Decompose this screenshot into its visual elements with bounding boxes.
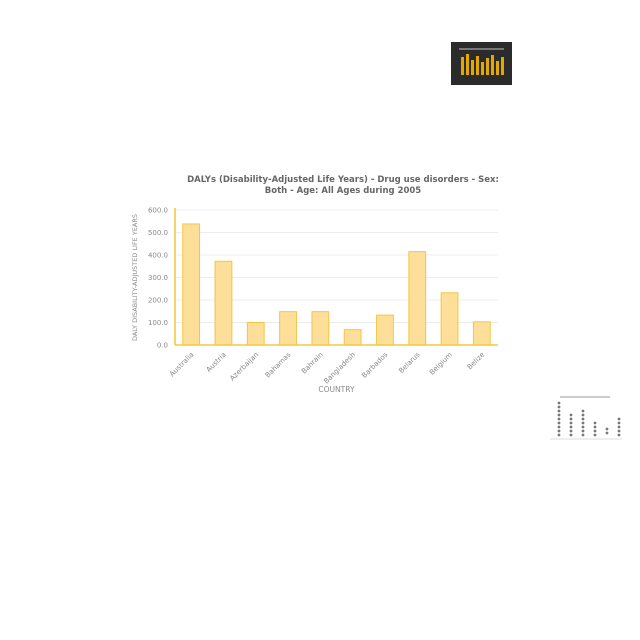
dark-bar-chart-thumbnail[interactable] xyxy=(451,42,512,85)
bar xyxy=(279,311,297,346)
dot-chart-thumbnail[interactable] xyxy=(540,393,627,448)
bar xyxy=(472,321,491,346)
chart-title: DALYs (Disability-Adjusted Life Years) -… xyxy=(187,175,499,197)
x-tick-label: Bahrain xyxy=(300,351,325,376)
x-tick-label: Belize xyxy=(466,351,486,371)
x-tick-label: Belarus xyxy=(397,351,422,376)
bar xyxy=(246,322,265,346)
bar xyxy=(376,314,394,346)
x-tick-label: Belgium xyxy=(428,351,454,377)
light-thumbnail-graphic xyxy=(550,396,622,440)
bar-chart-plot: 0.0 100.0 200.0 300.0 400.0 500.0 600.0 Austral… xyxy=(131,207,498,394)
x-tick-label: Australia xyxy=(168,351,196,379)
y-tick-label: 400.0 xyxy=(148,252,168,260)
x-tick-label: Austria xyxy=(205,351,228,374)
y-tick-label: 200.0 xyxy=(148,297,168,305)
y-tick-label: 100.0 xyxy=(148,319,168,327)
y-axis-title: DALY DISABILITY-ADJUSTED LIFE YEARS xyxy=(131,214,139,341)
x-tick-label: Bahamas xyxy=(264,351,293,380)
bar xyxy=(214,260,233,346)
x-tick-label: Azerbaijan xyxy=(228,351,260,383)
y-tick-label: 500.0 xyxy=(148,229,168,237)
x-tick-label: Bangladesh xyxy=(322,351,357,386)
x-axis-title: COUNTRY xyxy=(318,385,355,394)
y-tick-label: 600.0 xyxy=(148,207,168,215)
bar-chart: 0.0 100.0 200.0 300.0 400.0 500.0 600.0 Austral… xyxy=(118,165,518,405)
y-tick-label: 300.0 xyxy=(148,274,168,282)
bar xyxy=(182,223,201,346)
bar xyxy=(408,251,427,346)
bar xyxy=(343,329,362,346)
dark-thumbnail-graphic xyxy=(459,48,504,75)
x-tick-label: Barbados xyxy=(360,351,389,380)
bar xyxy=(440,292,459,346)
bar xyxy=(311,311,330,346)
y-tick-label: 0.0 xyxy=(157,342,168,350)
